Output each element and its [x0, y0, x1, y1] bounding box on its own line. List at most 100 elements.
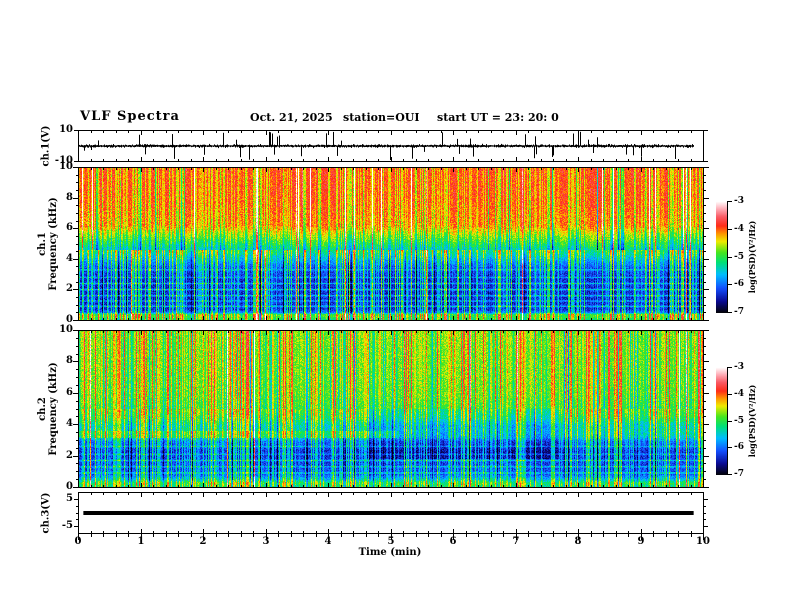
tick-mark [76, 266, 78, 267]
tick-mark [266, 529, 267, 533]
tick-mark [391, 534, 392, 540]
tick-mark [76, 338, 78, 339]
tick-mark [91, 131, 92, 133]
tick-mark [628, 534, 629, 537]
tick-mark [653, 318, 654, 320]
tick-mark [78, 493, 79, 497]
x-tick-label: 6 [449, 536, 457, 547]
tick-mark [203, 534, 204, 540]
tick-mark [528, 318, 529, 320]
tick-mark [466, 168, 467, 170]
tick-mark [341, 534, 342, 537]
tick-mark [553, 168, 554, 170]
tick-mark [291, 159, 292, 161]
tick-mark [403, 534, 404, 537]
tick-mark [91, 493, 92, 495]
tick-mark [76, 305, 78, 306]
time-axis-title: Time (min) [358, 547, 422, 558]
tick-mark [678, 485, 679, 487]
tick-mark [704, 190, 706, 191]
tick-mark [453, 493, 454, 497]
tick-mark [76, 513, 78, 514]
tick-mark [116, 485, 117, 487]
tick-mark [128, 493, 129, 495]
tick-mark [566, 493, 567, 495]
tick-mark [678, 493, 679, 495]
tick-mark [228, 493, 229, 495]
tick-mark [76, 471, 78, 472]
tick-mark [704, 221, 706, 222]
tick-mark [353, 168, 354, 170]
colorbar-ch2 [716, 367, 727, 475]
tick-mark [591, 493, 592, 495]
tick-mark [441, 534, 442, 537]
tick-mark [291, 493, 292, 495]
tick-mark [704, 161, 708, 162]
tick-mark [328, 493, 329, 497]
tick-mark [178, 534, 179, 537]
tick-mark [353, 485, 354, 487]
tick-mark [653, 159, 654, 161]
tick-mark [353, 159, 354, 161]
tick-mark [391, 131, 392, 135]
tick-mark [278, 331, 279, 333]
tick-mark [491, 131, 492, 133]
tick-mark [653, 168, 654, 170]
tick-mark [203, 131, 204, 135]
tick-mark [553, 331, 554, 333]
tick-mark [566, 168, 567, 170]
x-tick-label: 7 [512, 536, 520, 547]
tick-mark [341, 331, 342, 333]
tick-mark [416, 168, 417, 170]
tick-mark [316, 318, 317, 320]
ch3-waveform-panel [78, 492, 704, 534]
tick-mark [203, 331, 204, 335]
ch1-spectrogram-canvas [79, 168, 703, 320]
tick-mark [128, 531, 129, 533]
tick-mark [73, 289, 78, 290]
tick-mark [453, 331, 454, 335]
tick-mark [704, 130, 708, 131]
tick-mark [491, 159, 492, 161]
y-tick-label: -5 [61, 520, 73, 531]
tick-mark [76, 274, 78, 275]
tick-mark [216, 168, 217, 170]
tick-mark [128, 534, 129, 537]
tick-mark [478, 534, 479, 537]
tick-mark [603, 493, 604, 495]
tick-mark [328, 157, 329, 161]
tick-mark [428, 318, 429, 320]
tick-mark [166, 534, 167, 537]
tick-mark [666, 331, 667, 333]
tick-mark [76, 244, 78, 245]
tick-mark [628, 318, 629, 320]
tick-mark [704, 463, 706, 464]
ch1-waveform-canvas [79, 131, 703, 161]
tick-mark [603, 531, 604, 533]
tick-mark [76, 221, 78, 222]
tick-mark [153, 534, 154, 537]
tick-mark [378, 493, 379, 495]
tick-mark [704, 471, 706, 472]
tick-mark [628, 485, 629, 487]
tick-mark [73, 167, 78, 168]
tick-mark [203, 483, 204, 487]
tick-mark [466, 493, 467, 495]
tick-mark [491, 534, 492, 537]
tick-mark [73, 393, 78, 394]
tick-mark [378, 131, 379, 133]
tick-mark [141, 168, 142, 172]
tick-mark [76, 519, 78, 520]
tick-mark [503, 131, 504, 133]
x-tick-label: 9 [637, 536, 645, 547]
tick-mark [516, 493, 517, 497]
tick-mark [328, 316, 329, 320]
y-tick-label: 5 [66, 493, 73, 504]
tick-mark [503, 168, 504, 170]
tick-mark [191, 485, 192, 487]
y-tick-label: 10 [59, 324, 73, 335]
tick-mark [316, 531, 317, 533]
tick-mark [441, 168, 442, 170]
tick-mark [266, 493, 267, 497]
tick-mark [578, 168, 579, 172]
